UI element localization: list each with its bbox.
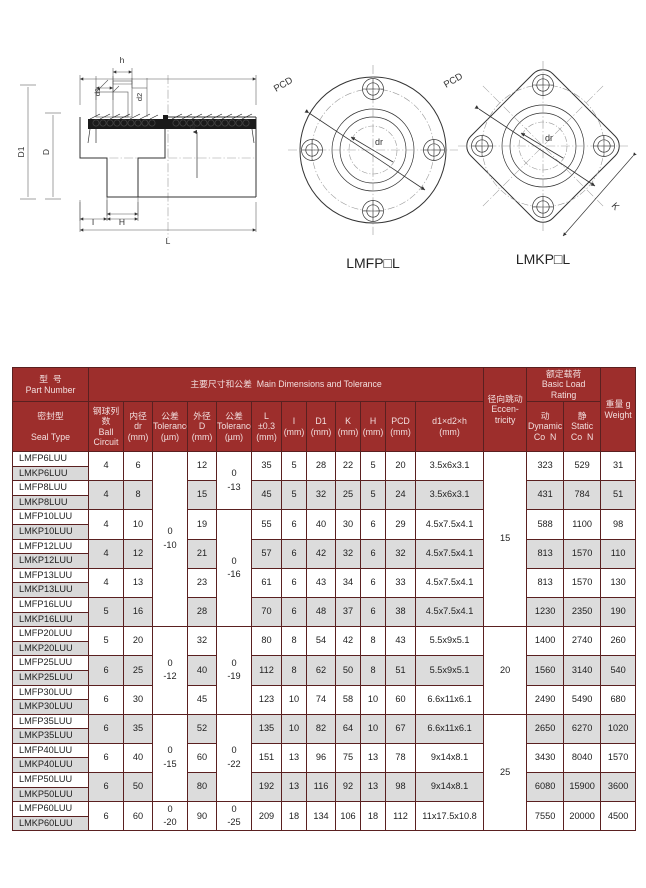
svg-text:PCD: PCD bbox=[442, 71, 465, 91]
svg-text:dr: dr bbox=[189, 122, 196, 131]
svg-text:LMFP□L: LMFP□L bbox=[346, 255, 400, 271]
svg-text:d1: d1 bbox=[93, 88, 102, 96]
svg-text:h: h bbox=[120, 55, 125, 65]
svg-text:I: I bbox=[92, 217, 94, 227]
svg-text:D: D bbox=[41, 149, 51, 155]
svg-text:L: L bbox=[166, 236, 171, 246]
svg-text:D1: D1 bbox=[16, 146, 26, 157]
svg-text:dr: dr bbox=[375, 137, 383, 147]
svg-text:LMKP□L: LMKP□L bbox=[516, 251, 571, 267]
svg-text:H: H bbox=[119, 217, 125, 227]
svg-text:K: K bbox=[609, 201, 622, 214]
svg-text:d2: d2 bbox=[135, 93, 144, 101]
svg-text:dr: dr bbox=[545, 133, 553, 143]
svg-text:PCD: PCD bbox=[272, 75, 295, 95]
